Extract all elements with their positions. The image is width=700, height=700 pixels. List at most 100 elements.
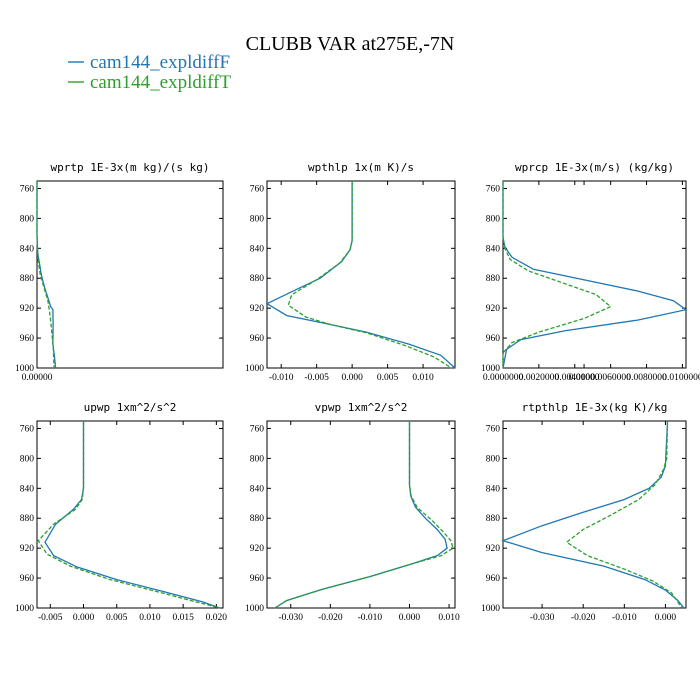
x-tick-label: 0.00000 xyxy=(22,373,53,383)
y-tick-label: 760 xyxy=(250,424,265,434)
plot-frame xyxy=(266,420,456,609)
y-tick-label: 920 xyxy=(486,304,501,314)
panel-4: upwp 1xm^2/s^2 760 800 840 880 920 960 1000 -0.0… xyxy=(15,401,227,623)
y-tick-label: 760 xyxy=(250,184,265,194)
y-tick-label: 800 xyxy=(486,214,501,224)
y-tick-label: 880 xyxy=(486,274,501,284)
y-tick-label: 840 xyxy=(486,244,501,254)
series-line-expldiffT xyxy=(502,181,612,368)
y-tick-label: 920 xyxy=(486,544,501,554)
y-tick-label: 760 xyxy=(20,184,35,194)
y-tick-label: 800 xyxy=(250,214,265,224)
panel-title: rtpthlp 1E-3x(kg K)/kg xyxy=(522,401,668,414)
panel-title: wpthlp 1x(m K)/s xyxy=(308,161,414,174)
y-tick-label: 880 xyxy=(20,514,35,524)
x-tick-label: -0.020 xyxy=(318,613,343,623)
x-tick-label: 0.005 xyxy=(106,613,128,623)
y-tick-label: 760 xyxy=(20,424,35,434)
x-tick-label: -0.030 xyxy=(278,613,303,623)
y-tick-label: 880 xyxy=(250,274,265,284)
series-line-expldiffF xyxy=(36,181,57,369)
plot-frame xyxy=(502,180,687,369)
y-tick-label: 1000 xyxy=(245,604,264,614)
x-tick-label: 0.015 xyxy=(172,613,194,623)
plot-frame xyxy=(36,420,224,609)
y-tick-label: 1000 xyxy=(481,364,500,374)
legend-label-expldiffT: cam144_expldiffT xyxy=(90,72,231,93)
y-tick-label: 880 xyxy=(20,274,35,284)
x-tick-label: 0.0040000 xyxy=(555,373,596,383)
panel-1: wprtp 1E-3x(m kg)/(s kg) 760 800 840 880 920 9… xyxy=(15,161,600,383)
y-tick-label: 960 xyxy=(486,334,501,344)
panel-title: wprcp 1E-3x(m/s) (kg/kg) xyxy=(515,161,674,174)
x-tick-label: 0.020 xyxy=(206,613,228,623)
y-tick-label: 920 xyxy=(250,544,265,554)
y-tick-label: 880 xyxy=(250,514,265,524)
x-tick-label: 0.0020000 xyxy=(519,373,560,383)
y-tick-label: 920 xyxy=(20,304,35,314)
x-tick-label: 0.0080000 xyxy=(626,373,667,383)
x-tick-label: 0.0000000 xyxy=(483,373,524,383)
series-line-expldiffF xyxy=(501,420,685,609)
x-tick-label: -0.005 xyxy=(38,613,63,623)
legend-label-expldiffF: cam144_expldiffF xyxy=(90,52,230,73)
panel-title: wprtp 1E-3x(m kg)/(s kg) xyxy=(51,161,210,174)
x-tick-label: -0.020 xyxy=(571,613,596,623)
y-tick-label: 840 xyxy=(20,484,35,494)
panel-title: upwp 1xm^2/s^2 xyxy=(84,401,177,414)
panel-title: vpwp 1xm^2/s^2 xyxy=(315,401,408,414)
y-tick-label: 1000 xyxy=(481,604,500,614)
x-tick-label: 0.010 xyxy=(139,613,161,623)
x-tick-label: 0.000 xyxy=(399,613,421,623)
series-line-expldiffT xyxy=(37,421,220,609)
plot-frame xyxy=(36,180,224,369)
series-line-expldiffT xyxy=(36,181,55,369)
y-tick-label: 800 xyxy=(20,454,35,464)
series-line-expldiffT xyxy=(287,181,452,369)
y-tick-label: 840 xyxy=(20,244,35,254)
y-tick-label: 960 xyxy=(250,334,265,344)
x-tick-label: 0.0100000 xyxy=(662,373,700,383)
y-tick-label: 880 xyxy=(486,514,501,524)
y-tick-label: 800 xyxy=(250,454,265,464)
x-tick-label: -0.010 xyxy=(269,373,294,383)
y-tick-label: 760 xyxy=(486,184,501,194)
y-tick-label: 800 xyxy=(20,214,35,224)
x-tick-label: 0.000 xyxy=(655,613,677,623)
x-tick-label: 0.0060000 xyxy=(590,373,631,383)
x-tick-label: -0.030 xyxy=(530,613,555,623)
y-tick-label: 1000 xyxy=(15,364,34,374)
figure-title: CLUBB VAR at275E,-7N xyxy=(246,33,455,55)
panel-3: wprcp 1E-3x(m/s) (kg/kg) 760 800 840 880 920 9… xyxy=(481,161,700,383)
y-tick-label: 920 xyxy=(250,304,265,314)
series-line-expldiffT xyxy=(565,420,683,609)
y-tick-label: 800 xyxy=(486,454,501,464)
series-line-expldiffT xyxy=(274,421,454,609)
x-tick-label: 0.010 xyxy=(438,613,460,623)
y-tick-label: 920 xyxy=(20,544,35,554)
y-tick-label: 840 xyxy=(486,484,501,494)
x-tick-label: 0.010 xyxy=(412,373,434,383)
y-tick-label: 1000 xyxy=(245,364,264,374)
y-tick-label: 960 xyxy=(20,574,35,584)
series-line-expldiffF xyxy=(502,181,688,369)
plot-frame xyxy=(502,420,687,609)
panels-container: wprtp 1E-3x(m kg)/(s kg) 760 800 840 880 920 9… xyxy=(15,161,700,623)
panel-5: vpwp 1xm^2/s^2 760 800 840 880 920 960 1000 -0.0… xyxy=(245,401,460,623)
y-tick-label: 960 xyxy=(20,334,35,344)
x-tick-label: 0.000 xyxy=(341,373,363,383)
y-tick-label: 960 xyxy=(486,574,501,584)
x-tick-label: 0.000 xyxy=(73,613,95,623)
y-tick-label: 960 xyxy=(250,574,265,584)
series-line-expldiffF xyxy=(44,421,220,609)
x-tick-label: 0.01000 xyxy=(569,373,600,383)
x-tick-label: 0.005 xyxy=(377,373,399,383)
y-tick-label: 840 xyxy=(250,244,265,254)
panel-2: wpthlp 1x(m K)/s 760 800 840 880 920 960 1000 -0… xyxy=(245,161,456,383)
series-line-expldiffF xyxy=(274,421,448,609)
y-tick-label: 760 xyxy=(486,424,501,434)
series-line-expldiffF xyxy=(265,181,456,369)
plot-frame xyxy=(266,180,456,369)
x-tick-label: -0.010 xyxy=(358,613,383,623)
